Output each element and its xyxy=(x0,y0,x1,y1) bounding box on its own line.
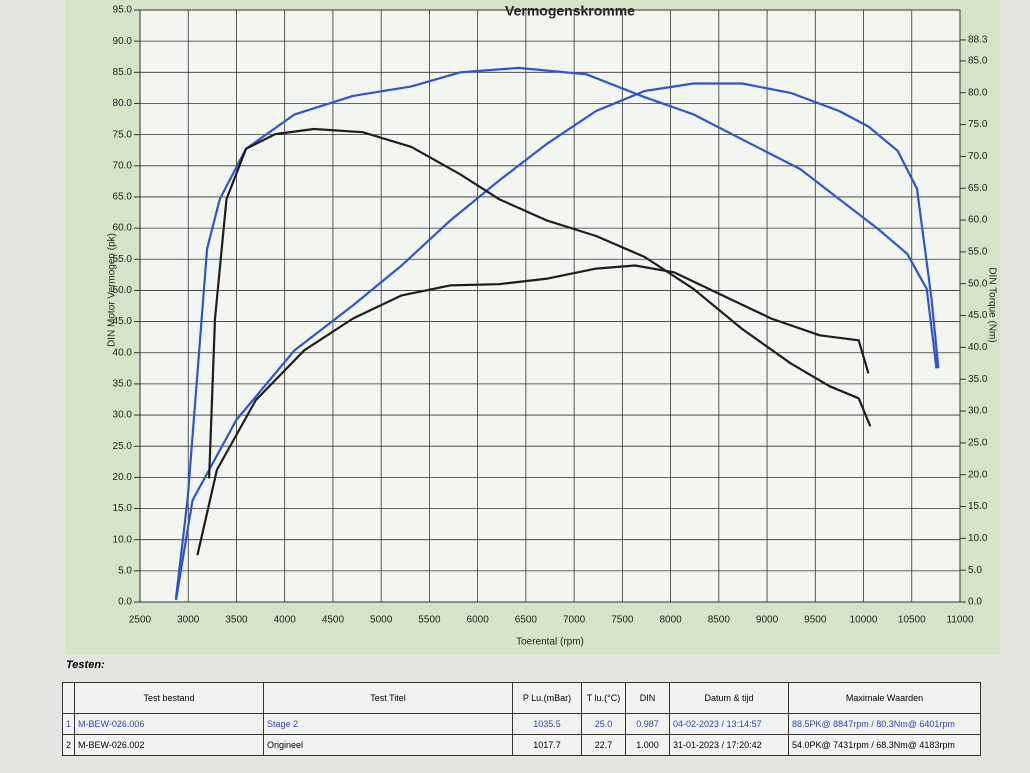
x-tick-label: 4000 xyxy=(274,615,297,626)
y2-tick-label: 35.0 xyxy=(968,374,988,385)
y2-tick-label: 40.0 xyxy=(968,342,988,353)
chart: Vermogenskromme Toerental (rpm) DIN Moto… xyxy=(65,0,1000,655)
x-tick-label: 2500 xyxy=(129,615,152,626)
x-tick-label: 3500 xyxy=(225,615,248,626)
y2-tick-label: 88.3 xyxy=(968,35,988,46)
header-cell: T lu.(°C) xyxy=(581,682,627,714)
header-cell: Test bestand xyxy=(74,682,265,714)
table-cell: 0.987 xyxy=(625,713,671,735)
x-tick-label: 9000 xyxy=(756,615,779,626)
table-cell: M-BEW-026.002 xyxy=(74,734,265,756)
y2-tick-label: 55.0 xyxy=(968,247,988,258)
table-body: 1 M-BEW-026.006 Stage 2 1035.5 25.0 0.987 04-0… xyxy=(61,713,982,756)
y-tick-label: 30.0 xyxy=(113,410,133,421)
y-tick-label: 45.0 xyxy=(113,316,133,327)
table-cell: Origineel xyxy=(263,734,514,756)
table-cell: 1017.7 xyxy=(512,734,583,756)
y2-tick-label: 80.0 xyxy=(968,87,988,98)
table-cell: 25.0 xyxy=(581,713,627,735)
x-tick-label: 6500 xyxy=(515,615,538,626)
y-tick-label: 65.0 xyxy=(113,192,133,203)
table-cell: 04-02-2023 / 13:14:57 xyxy=(669,713,790,735)
y-tick-label: 25.0 xyxy=(113,441,133,452)
y2-tick-label: 85.0 xyxy=(968,56,988,67)
results-table: Test bestand Test Titel P Lu.(mBar) T lu.(°… xyxy=(61,682,982,756)
header-cell: DIN xyxy=(625,682,671,714)
y2-tick-label: 65.0 xyxy=(968,183,988,194)
y2-tick-label: 20.0 xyxy=(968,469,988,480)
header-cell: P Lu.(mBar) xyxy=(512,682,583,714)
y-tick-label: 75.0 xyxy=(113,129,133,140)
plot-area xyxy=(140,10,960,602)
table-row: 1 M-BEW-026.006 Stage 2 1035.5 25.0 0.987 04-0… xyxy=(61,713,982,735)
table-cell: 1035.5 xyxy=(512,713,583,735)
table-cell: 88.5PK@ 8847rpm / 80.3Nm@ 6401rpm xyxy=(788,713,982,735)
table-cell: M-BEW-026.006 xyxy=(74,713,265,735)
table-cell: 1 xyxy=(61,713,76,735)
chart-title: Vermogenskromme xyxy=(505,3,635,19)
data-line xyxy=(174,66,938,599)
x-tick-label: 8500 xyxy=(708,615,731,626)
y2-tick-label: 30.0 xyxy=(968,406,988,417)
header-cell: Datum & tijd xyxy=(669,682,790,714)
table-cell: 54.0PK@ 7431rpm / 68.3Nm@ 4183rpm xyxy=(788,734,982,756)
y2-tick-label: 25.0 xyxy=(968,438,988,449)
table-cell: 2 xyxy=(61,734,76,756)
data-line xyxy=(174,82,940,601)
y-tick-label: 15.0 xyxy=(113,503,133,514)
x-tick-label: 10500 xyxy=(898,615,926,626)
table-cell: 22.7 xyxy=(581,734,627,756)
y2-tick-label: 50.0 xyxy=(968,278,988,289)
y-tick-label: 70.0 xyxy=(113,160,133,171)
header-cell: Maximale Waarden xyxy=(788,682,982,714)
y-tick-label: 95.0 xyxy=(113,5,133,16)
x-tick-label: 8000 xyxy=(659,615,682,626)
y2-tick-label: 0.0 xyxy=(968,597,982,608)
x-tick-label: 10000 xyxy=(850,615,878,626)
data-line xyxy=(196,264,870,556)
x-axis-label: Toerental (rpm) xyxy=(516,637,584,648)
y-tick-label: 60.0 xyxy=(113,223,133,234)
y-tick-label: 50.0 xyxy=(113,285,133,296)
x-tick-label: 11000 xyxy=(946,615,974,626)
header-row: Test bestand Test Titel P Lu.(mBar) T lu.(°… xyxy=(61,682,982,714)
y2-tick-label: 60.0 xyxy=(968,215,988,226)
x-tick-label: 4500 xyxy=(322,615,345,626)
y-axis-label: DIN Motor Vermogen (pk) xyxy=(107,233,118,347)
y-tick-label: 5.0 xyxy=(118,565,132,576)
y-tick-label: 85.0 xyxy=(113,67,133,78)
y2-tick-label: 70.0 xyxy=(968,151,988,162)
y2-tick-label: 5.0 xyxy=(968,565,982,576)
y-tick-label: 20.0 xyxy=(113,472,133,483)
table-caption: Testen: xyxy=(66,659,105,671)
table-cell: 1.000 xyxy=(625,734,671,756)
y2-tick-label: 15.0 xyxy=(968,501,988,512)
y-tick-label: 40.0 xyxy=(113,347,133,358)
x-tick-label: 7000 xyxy=(563,615,586,626)
x-tick-label: 7500 xyxy=(611,615,634,626)
y2-tick-label: 75.0 xyxy=(968,119,988,130)
x-tick-label: 6000 xyxy=(467,615,490,626)
x-tick-label: 3000 xyxy=(177,615,200,626)
plot-border xyxy=(139,9,961,603)
data-line xyxy=(208,127,872,479)
y-tick-label: 35.0 xyxy=(113,379,133,390)
x-tick-label: 5000 xyxy=(370,615,393,626)
y-tick-label: 10.0 xyxy=(113,534,133,545)
table-row: 2 M-BEW-026.002 Origineel 1017.7 22.7 1.000 31… xyxy=(61,734,982,756)
y-tick-label: 0.0 xyxy=(118,597,132,608)
y2-tick-label: 45.0 xyxy=(968,310,988,321)
y-tick-label: 90.0 xyxy=(113,36,133,47)
x-tick-label: 5500 xyxy=(418,615,441,626)
y-tick-label: 80.0 xyxy=(113,98,133,109)
y2-axis-label: DIN Torque (Nm) xyxy=(986,267,997,342)
x-tick-label: 9500 xyxy=(804,615,827,626)
table-cell: Stage 2 xyxy=(263,713,514,735)
y-tick-label: 55.0 xyxy=(113,254,133,265)
table-cell: 31-01-2023 / 17:20:42 xyxy=(669,734,790,756)
header-cell xyxy=(61,682,76,714)
y2-tick-label: 10.0 xyxy=(968,533,988,544)
header-cell: Test Titel xyxy=(263,682,514,714)
